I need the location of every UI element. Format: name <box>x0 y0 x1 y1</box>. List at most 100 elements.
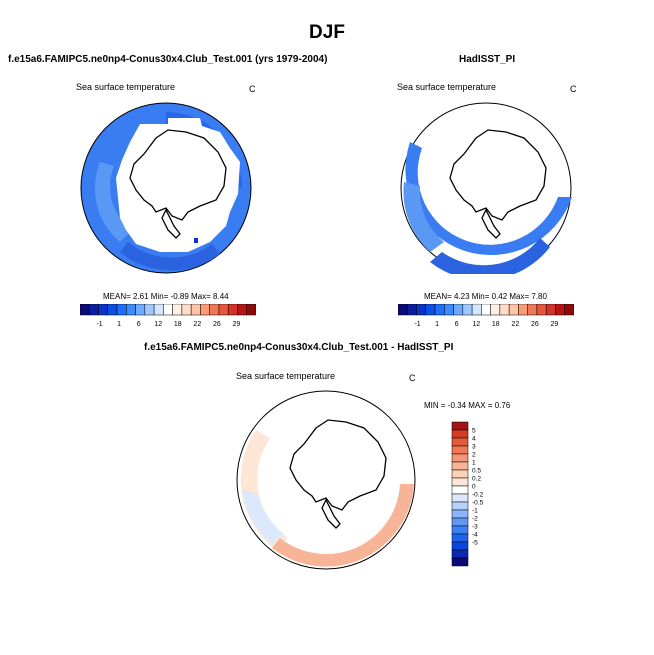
colorbar-box <box>163 304 173 316</box>
colorbar-box <box>462 304 473 316</box>
colorbar-box <box>490 304 501 316</box>
colorbar-box <box>107 304 118 316</box>
colorbar-tick-label: -5 <box>472 540 478 547</box>
colorbar-box <box>80 304 90 316</box>
colorbar-box <box>451 549 469 559</box>
figure-title: DJF <box>309 22 345 43</box>
colorbar-box <box>237 304 247 316</box>
colorbar-box <box>398 304 408 316</box>
colorbar-tick-label: 22 <box>511 321 519 328</box>
diff-field-sector <box>272 484 414 567</box>
diff-units-label: C <box>409 373 416 383</box>
colorbar-box <box>135 304 146 316</box>
colorbar-box <box>453 304 464 316</box>
colorbar-box <box>181 304 192 316</box>
colorbar-tick-label: 26 <box>531 321 539 328</box>
model-cold-cell <box>194 238 198 243</box>
colorbar-box <box>451 485 469 495</box>
colorbar-tick-label: -1 <box>472 508 478 515</box>
colorbar-tick-label: 29 <box>233 321 241 328</box>
colorbar-box <box>190 304 201 316</box>
colorbar-tick-label: -4 <box>472 532 478 539</box>
colorbar-tick-label: 22 <box>193 321 201 328</box>
colorbar-tick-label: -2 <box>472 516 478 523</box>
colorbar-box <box>98 304 109 316</box>
colorbar-tick-label: 18 <box>174 321 182 328</box>
obs-panel-title: HadISST_PI <box>459 54 516 65</box>
obs-stats: MEAN= 4.23 Min= 0.42 Max= 7.80 <box>424 292 547 301</box>
colorbar-tick-label: 0.5 <box>472 468 481 475</box>
colorbar-box <box>508 304 519 316</box>
colorbar-tick-label: 26 <box>213 321 221 328</box>
colorbar-box <box>126 304 136 316</box>
colorbar-tick-label: 1 <box>117 321 121 328</box>
colorbar-tick-label: 3 <box>472 444 476 451</box>
colorbar-box <box>555 304 565 316</box>
colorbar-box <box>172 304 183 316</box>
colorbar-box <box>499 304 510 316</box>
colorbar-tick-label: 1 <box>435 321 439 328</box>
colorbar-box <box>451 429 469 439</box>
colorbar-box <box>407 304 417 316</box>
colorbar-tick-label: 5 <box>472 428 476 435</box>
model-field-sector <box>120 242 220 271</box>
model-colorbar: -1 1 6 12 18 22 26 29 <box>80 304 256 328</box>
diff-field-sector <box>242 490 284 544</box>
colorbar-box <box>545 304 556 316</box>
obs-field-sector <box>403 182 444 252</box>
colorbar-tick-label: 29 <box>551 321 559 328</box>
colorbar-box <box>451 533 469 543</box>
obs-variable-label: Sea surface temperature <box>397 82 497 92</box>
colorbar-box <box>246 304 256 316</box>
colorbar-box <box>451 493 469 503</box>
colorbar-tick-label: 18 <box>492 321 500 328</box>
colorbar-tick-label: 2 <box>472 452 476 459</box>
colorbar-box <box>218 304 229 316</box>
obs-polar-map <box>400 102 572 274</box>
colorbar-box <box>209 304 220 316</box>
colorbar-box <box>527 304 538 316</box>
colorbar-box <box>144 304 155 316</box>
colorbar-box <box>416 304 427 316</box>
diff-antarctica-coastline <box>289 419 387 529</box>
colorbar-box <box>451 501 469 511</box>
colorbar-box <box>451 525 469 535</box>
diff-polar-map <box>236 390 416 570</box>
model-antarctica-coastline <box>129 129 227 239</box>
colorbar-box <box>451 461 469 471</box>
model-ice-mask <box>116 118 240 252</box>
colorbar-box <box>451 517 469 527</box>
colorbar-box <box>451 541 469 551</box>
diff-ocean-boundary <box>236 390 416 570</box>
colorbar-box <box>451 557 469 567</box>
colorbar-box <box>434 304 445 316</box>
colorbar-tick-label: 6 <box>455 321 459 328</box>
diff-panel-title: f.e15a6.FAMIPC5.ne0np4-Conus30x4.Club_Te… <box>144 342 454 353</box>
colorbar-tick-label: -1 <box>96 321 102 328</box>
colorbar-box <box>564 304 574 316</box>
model-stats: MEAN= 2.61 Min= -0.89 Max= 8.44 <box>103 292 229 301</box>
colorbar-box <box>481 304 491 316</box>
diff-stats: MIN = -0.34 MAX = 0.76 <box>424 401 511 410</box>
colorbar-tick-label: 0.2 <box>472 476 481 483</box>
colorbar-box <box>153 304 164 316</box>
obs-antarctica-coastline <box>449 129 547 239</box>
colorbar-tick-label: 12 <box>154 321 162 328</box>
colorbar-box <box>451 469 469 479</box>
diff-variable-label: Sea surface temperature <box>236 371 336 381</box>
colorbar-tick-label: 0 <box>472 484 476 491</box>
colorbar-tick-label: 4 <box>472 436 476 443</box>
colorbar-box <box>89 304 99 316</box>
colorbar-box <box>116 304 127 316</box>
obs-colorbar: -1 1 6 12 18 22 26 29 <box>398 304 574 328</box>
model-panel-title: f.e15a6.FAMIPC5.ne0np4-Conus30x4.Club_Te… <box>8 54 328 65</box>
obs-field-sector <box>430 238 550 274</box>
model-variable-label: Sea surface temperature <box>76 82 176 92</box>
colorbar-box <box>451 477 469 487</box>
model-units-label: C <box>249 84 256 94</box>
colorbar-box <box>536 304 547 316</box>
colorbar-box <box>227 304 238 316</box>
model-polar-map <box>80 102 252 274</box>
colorbar-tick-label: -1 <box>414 321 420 328</box>
